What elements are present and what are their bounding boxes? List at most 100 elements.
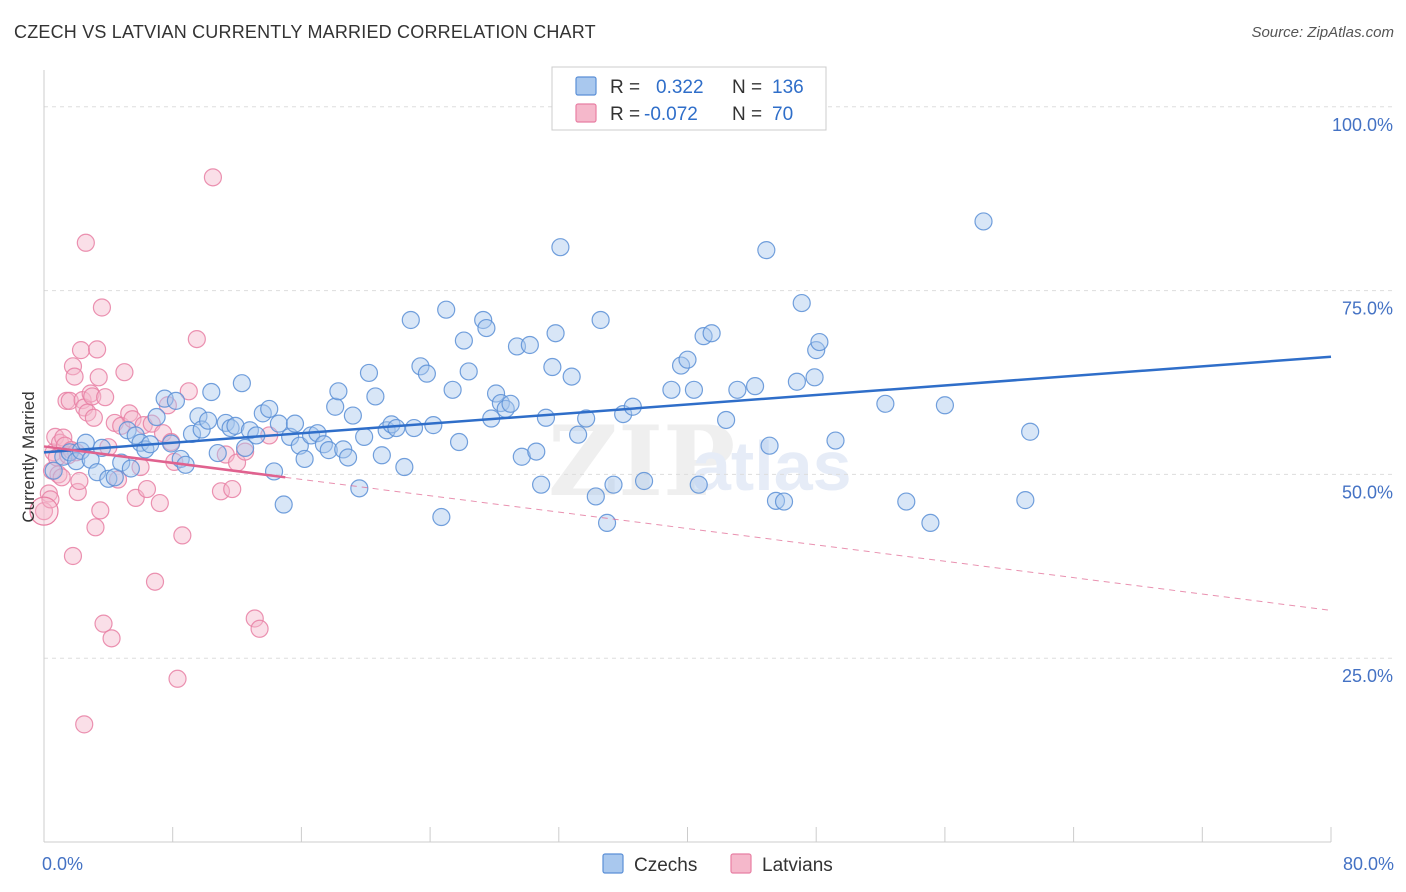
czech-point-57 — [359, 363, 379, 383]
czech-point-120 — [826, 431, 845, 450]
source-label: Source: ZipAtlas.com — [1251, 24, 1394, 41]
latvian-point-32 — [92, 298, 112, 317]
latvian-point-25 — [81, 384, 100, 403]
legend-latvian-r-label: R = — [610, 104, 640, 125]
czech-point-119 — [810, 332, 829, 352]
czech-point-91 — [562, 367, 581, 386]
czech-point-83 — [512, 447, 531, 466]
watermark-atlas: atlas — [692, 427, 852, 505]
latvian-point-26 — [83, 387, 102, 406]
czech-point-79 — [491, 393, 510, 413]
watermark: ZIP atlas — [548, 405, 852, 518]
czech-point-3 — [67, 452, 86, 471]
czech-point-27 — [198, 411, 218, 430]
czech-point-85 — [527, 442, 546, 461]
czech-point-13 — [121, 459, 140, 478]
latvian-point-30 — [89, 368, 108, 387]
latvian-trend-line — [43, 445, 286, 479]
czech-point-9 — [99, 469, 118, 488]
legend-latvian-n-label: N = — [732, 104, 762, 125]
czech-point-54 — [343, 406, 362, 425]
czech-point-127 — [1021, 422, 1040, 441]
czech-point-96 — [597, 513, 617, 533]
latvian-point-20 — [71, 341, 91, 360]
czech-point-111 — [760, 436, 779, 455]
czech-point-65 — [404, 418, 424, 438]
czech-point-93 — [577, 409, 596, 428]
y-axis-title: Currently Married — [19, 391, 38, 522]
legend-czech-r-value: 0.322 — [656, 77, 704, 98]
axes — [43, 70, 1332, 843]
czech-point-32 — [226, 416, 245, 435]
czech-point-18 — [147, 407, 166, 427]
latvian-point-27 — [84, 408, 103, 427]
czech-point-33 — [232, 374, 251, 393]
latvian-point-54 — [168, 669, 187, 688]
latvian-point-49 — [150, 493, 169, 513]
czech-point-78 — [486, 384, 506, 403]
latvian-point-57 — [187, 329, 206, 349]
czech-point-55 — [350, 479, 369, 498]
y-tick-label-1: 50.0% — [1342, 482, 1393, 502]
czech-point-29 — [208, 443, 227, 463]
czech-point-109 — [728, 380, 747, 399]
legend-czech-n-label: N = — [732, 77, 762, 98]
czech-point-94 — [586, 487, 605, 506]
czech-point-105 — [689, 475, 708, 494]
czech-point-104 — [684, 380, 704, 399]
latvian-point-28 — [86, 518, 105, 537]
latvian-point-67 — [75, 715, 94, 734]
czech-point-53 — [338, 448, 358, 467]
czech-point-126 — [1016, 491, 1035, 510]
czech-point-123 — [921, 513, 940, 533]
x-tick-label-1: 80.0% — [1343, 854, 1394, 874]
czech-point-0 — [44, 461, 63, 480]
latvian-point-16 — [65, 367, 84, 386]
czech-point-40 — [269, 414, 288, 433]
latvian-point-56 — [179, 382, 198, 401]
latvian-point-33 — [94, 614, 113, 633]
czech-point-28 — [202, 382, 221, 402]
legend: R = 0.322 N = 136 R = -0.072 N = 70 — [551, 66, 827, 131]
legend-latvian-swatch — [575, 103, 597, 123]
latvian-point-23 — [76, 233, 95, 252]
czech-point-69 — [432, 507, 451, 527]
czech-point-122 — [897, 492, 916, 511]
czech-point-41 — [274, 495, 293, 514]
czech-point-115 — [787, 372, 806, 391]
czech-points — [44, 212, 1040, 533]
czech-point-100 — [634, 471, 654, 491]
czech-point-50 — [326, 397, 345, 416]
trend-lines — [43, 355, 1332, 611]
latvian-point-65 — [250, 619, 269, 638]
czech-point-51 — [329, 382, 348, 401]
latvian-point-29 — [87, 340, 107, 359]
latvian-point-64 — [245, 609, 264, 628]
czech-point-76 — [477, 318, 496, 338]
czech-point-72 — [449, 432, 469, 452]
latvian-point-large — [29, 496, 59, 526]
czech-point-81 — [501, 394, 520, 413]
czech-point-56 — [355, 427, 374, 446]
latvian-point-48 — [145, 572, 165, 591]
legend-latvian-n-value: 70 — [772, 104, 793, 125]
czech-point-11 — [112, 453, 131, 472]
czech-point-107 — [702, 324, 721, 343]
czech-point-125 — [974, 212, 993, 231]
czech-point-7 — [87, 463, 107, 482]
legend-box — [551, 66, 827, 131]
czech-point-108 — [717, 410, 736, 430]
czech-point-114 — [774, 492, 794, 511]
latvian-point-58 — [203, 168, 223, 187]
czech-point-67 — [417, 364, 436, 383]
legend-czech-n-value: 136 — [772, 77, 804, 98]
latvian-point-61 — [223, 479, 242, 499]
czech-point-19 — [155, 389, 174, 408]
czech-point-101 — [662, 380, 681, 399]
bottom-legend-czech-label: Czechs — [634, 855, 697, 876]
latvian-point-69 — [41, 490, 60, 509]
latvian-point-68 — [63, 546, 83, 566]
grid-lines: 25.0% 50.0% 75.0% 100.0% — [44, 106, 1393, 686]
czech-point-99 — [623, 397, 642, 416]
x-tick-label-0: 0.0% — [42, 854, 83, 874]
